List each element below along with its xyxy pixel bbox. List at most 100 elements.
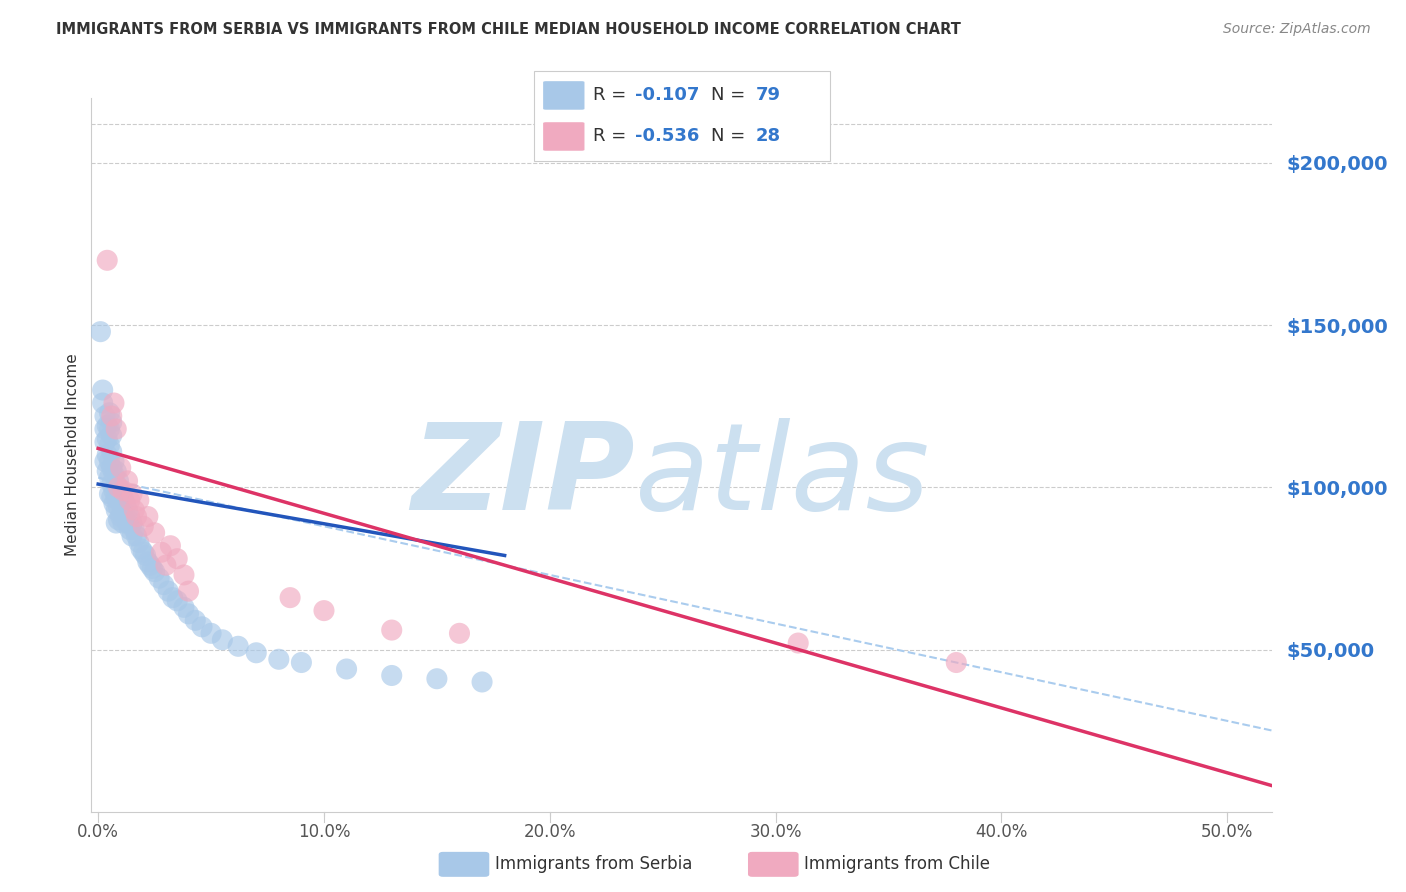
Point xyxy=(96,418,118,433)
Point xyxy=(107,487,129,501)
Text: 79: 79 xyxy=(756,87,780,104)
Point xyxy=(136,555,159,569)
Point xyxy=(110,497,132,511)
Point xyxy=(105,516,128,530)
Point xyxy=(121,516,143,530)
Text: Immigrants from Chile: Immigrants from Chile xyxy=(804,855,990,873)
Point xyxy=(381,623,404,637)
Point xyxy=(96,253,118,268)
Point xyxy=(155,558,177,573)
Point xyxy=(166,594,188,608)
Point xyxy=(94,434,117,449)
Point xyxy=(143,525,166,540)
FancyBboxPatch shape xyxy=(534,71,830,161)
Point xyxy=(89,325,111,339)
Point xyxy=(124,503,146,517)
Point xyxy=(124,523,146,537)
Point xyxy=(150,545,173,559)
Point xyxy=(110,461,132,475)
Point xyxy=(787,636,810,650)
Point xyxy=(118,509,141,524)
Point xyxy=(107,513,129,527)
Point xyxy=(141,561,163,575)
Point xyxy=(114,497,136,511)
Point xyxy=(111,516,134,530)
Point xyxy=(173,600,195,615)
Text: 28: 28 xyxy=(756,128,780,145)
Point xyxy=(105,503,128,517)
FancyBboxPatch shape xyxy=(543,122,585,151)
Point xyxy=(121,529,143,543)
Point xyxy=(96,448,118,462)
Text: N =: N = xyxy=(711,128,745,145)
Point xyxy=(100,444,122,458)
Text: Immigrants from Serbia: Immigrants from Serbia xyxy=(495,855,692,873)
FancyBboxPatch shape xyxy=(748,852,799,877)
Point xyxy=(335,662,357,676)
Point xyxy=(105,490,128,504)
Point xyxy=(100,428,122,442)
Point xyxy=(107,474,129,488)
Text: atlas: atlas xyxy=(634,417,929,535)
FancyBboxPatch shape xyxy=(543,81,585,110)
Point xyxy=(139,558,162,573)
Point xyxy=(200,626,222,640)
Point xyxy=(290,656,312,670)
Point xyxy=(111,483,134,498)
Point xyxy=(107,500,129,514)
Point xyxy=(103,467,125,482)
Point xyxy=(132,519,155,533)
Point xyxy=(278,591,301,605)
Point xyxy=(945,656,967,670)
Point xyxy=(157,584,180,599)
Point xyxy=(125,509,148,524)
Point xyxy=(98,406,121,420)
Point xyxy=(135,549,157,563)
Point xyxy=(129,541,152,556)
Point xyxy=(245,646,267,660)
Point xyxy=(94,454,117,468)
Point xyxy=(471,675,494,690)
Point xyxy=(267,652,290,666)
Point xyxy=(136,509,159,524)
Point xyxy=(96,432,118,446)
Point xyxy=(211,632,233,647)
Point xyxy=(381,668,404,682)
Point xyxy=(98,454,121,468)
Point xyxy=(128,493,150,508)
Point xyxy=(118,523,141,537)
Point xyxy=(94,409,117,423)
Point xyxy=(100,490,122,504)
Point xyxy=(103,483,125,498)
Text: -0.536: -0.536 xyxy=(634,128,699,145)
Point xyxy=(94,422,117,436)
Point xyxy=(105,464,128,478)
Point xyxy=(125,529,148,543)
Point xyxy=(117,503,139,517)
Text: Source: ZipAtlas.com: Source: ZipAtlas.com xyxy=(1223,22,1371,37)
Text: IMMIGRANTS FROM SERBIA VS IMMIGRANTS FROM CHILE MEDIAN HOUSEHOLD INCOME CORRELAT: IMMIGRANTS FROM SERBIA VS IMMIGRANTS FRO… xyxy=(56,22,962,37)
Point xyxy=(91,396,114,410)
Point xyxy=(111,490,134,504)
Point xyxy=(177,584,200,599)
Point xyxy=(159,539,181,553)
Text: -0.107: -0.107 xyxy=(634,87,699,104)
Text: N =: N = xyxy=(711,87,745,104)
Point xyxy=(152,577,174,591)
Point xyxy=(107,480,129,494)
Point xyxy=(98,470,121,484)
Point xyxy=(143,565,166,579)
Point xyxy=(166,551,188,566)
Point xyxy=(177,607,200,621)
Point xyxy=(148,571,170,585)
Point xyxy=(98,438,121,452)
Point xyxy=(312,604,335,618)
Point xyxy=(100,416,122,430)
Point xyxy=(98,487,121,501)
Point xyxy=(98,422,121,436)
Point xyxy=(100,409,122,423)
Point xyxy=(173,568,195,582)
FancyBboxPatch shape xyxy=(439,852,489,877)
Point xyxy=(191,620,214,634)
Point xyxy=(184,613,207,627)
